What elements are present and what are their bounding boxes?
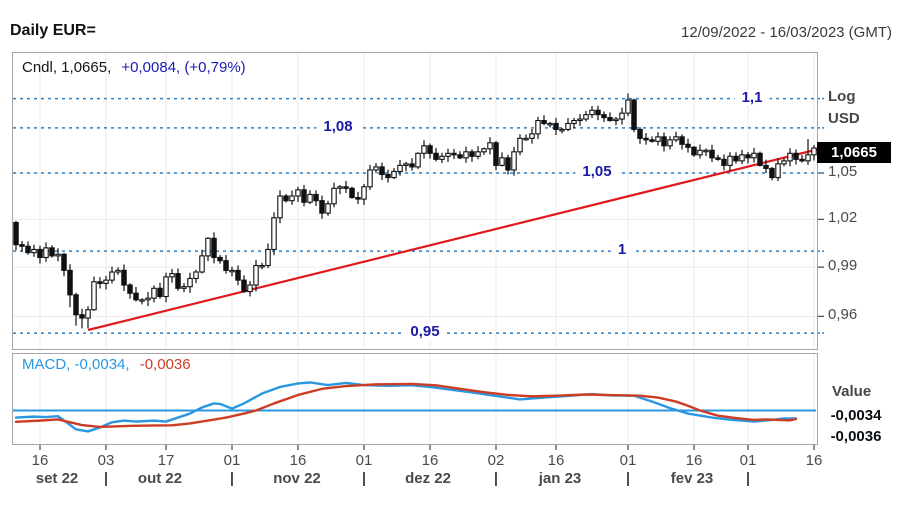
candle-legend: Cndl, 1,0665, +0,0084, (+0,79%) — [22, 59, 246, 76]
x-axis-day-label: 01 — [223, 452, 241, 469]
macd-legend-value: MACD, -0,0034, — [22, 356, 130, 373]
x-axis-day-label: 01 — [619, 452, 637, 469]
price-tick-label: 1,02 — [828, 209, 858, 227]
x-axis-day-label: 03 — [97, 452, 115, 469]
x-axis-day-label: 16 — [805, 452, 823, 469]
x-axis-month-separator: | — [361, 470, 367, 487]
x-axis-day-label: 16 — [289, 452, 307, 469]
macd-value-badge: -0,0034 — [830, 407, 882, 424]
x-axis-day-label: 01 — [739, 452, 757, 469]
price-tick-label: 0,96 — [828, 306, 858, 324]
axis-scale-log-label: Log — [828, 88, 856, 105]
x-axis-month-label: dez 22 — [405, 470, 451, 487]
level-label: 1 — [610, 241, 634, 259]
candle-legend-price: Cndl, 1,0665, — [22, 59, 112, 76]
price-tick-label: 0,99 — [828, 257, 858, 275]
chart-title: Daily EUR= — [10, 22, 96, 39]
x-axis-day-label: 16 — [421, 452, 439, 469]
x-axis-month-label: set 22 — [35, 470, 79, 487]
axis-currency-label: USD — [828, 110, 860, 127]
signal-value-badge: -0,0036 — [830, 428, 882, 445]
date-range: 12/09/2022 - 16/03/2023 (GMT) — [681, 24, 892, 41]
x-axis-month-label: out 22 — [137, 470, 183, 487]
value-axis-title: Value — [832, 383, 872, 400]
x-axis-month-separator: | — [103, 470, 109, 487]
level-label: 1,05 — [575, 163, 619, 180]
x-axis-month-label: fev 23 — [670, 470, 714, 487]
x-axis-month-label: nov 22 — [273, 470, 321, 487]
x-axis-day-label: 16 — [547, 452, 565, 469]
x-axis-day-label: 01 — [355, 452, 373, 469]
x-axis-month-label: jan 23 — [538, 470, 582, 487]
candle-legend-change: +0,0084, (+0,79%) — [121, 59, 246, 76]
price-tick-label: 1,05 — [828, 163, 858, 180]
x-axis-day-label: 16 — [685, 452, 703, 469]
macd-legend-signal: -0,0036 — [139, 356, 191, 373]
x-axis-month-separator: | — [745, 470, 751, 487]
x-axis-day-label: 16 — [31, 452, 49, 469]
x-axis-month-separator: | — [229, 470, 235, 487]
x-axis-day-label: 02 — [487, 452, 505, 469]
x-axis-month-separator: | — [493, 470, 499, 487]
macd-legend: MACD, -0,0034, -0,0036 — [22, 356, 191, 373]
level-label: 1,08 — [316, 117, 360, 135]
x-axis-day-label: 17 — [157, 452, 175, 469]
x-axis-month-separator: | — [625, 470, 631, 487]
last-price-badge: 1,0665 — [817, 142, 891, 163]
macd-panel[interactable] — [12, 353, 818, 445]
level-label: 1,1 — [734, 88, 770, 106]
level-label: 0,95 — [403, 323, 447, 341]
